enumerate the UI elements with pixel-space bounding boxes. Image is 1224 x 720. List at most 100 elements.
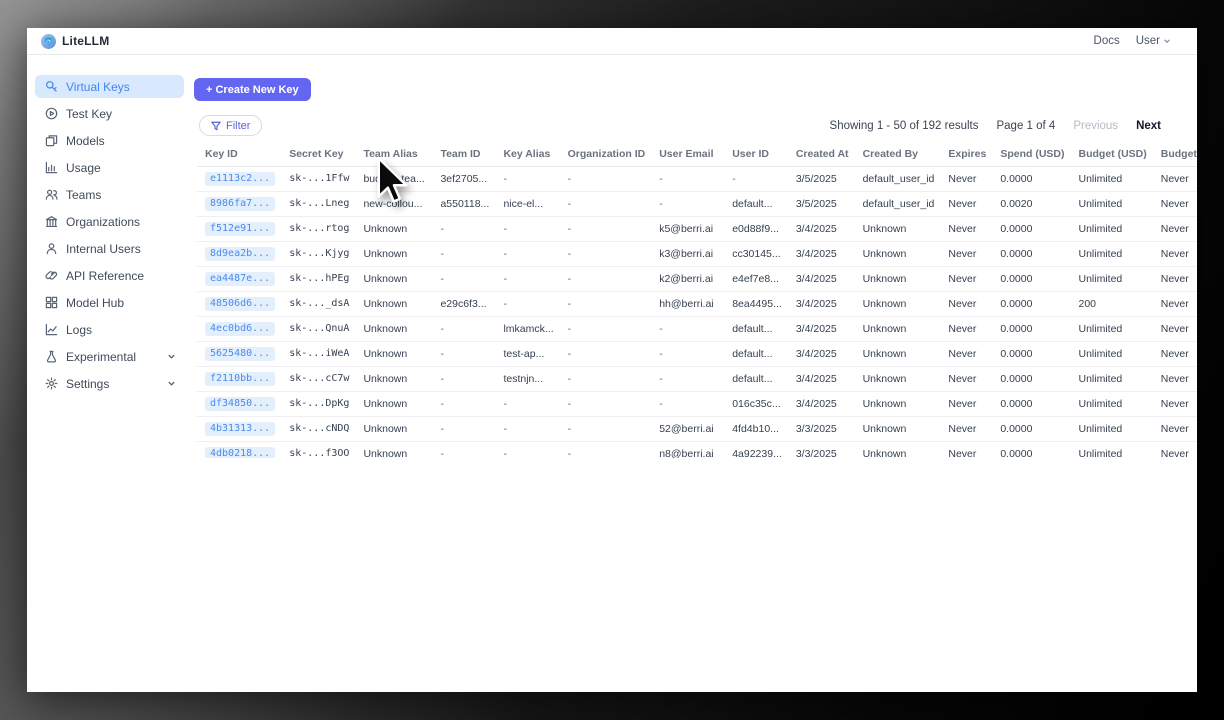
sidebar-item-internal-users[interactable]: Internal Users [35,237,184,260]
key-id-link[interactable]: df34850... [205,396,276,411]
key-id-link[interactable]: 48506d6... [205,296,276,311]
column-header-organization-id: Organization ID [559,146,652,167]
cell-user_id: 4fd4b10... [724,416,788,442]
cell-expires: Never [940,316,993,342]
cell-key_alias: nice-el... [495,191,560,217]
organizations-icon [45,215,58,228]
cell-spend: 0.0000 [992,166,1071,192]
table-row: 8d9ea2b... sk-...Kjyg Unknown - - - k3@berri.a… [197,241,1197,267]
table-row: f512e91... sk-...rtog Unknown - - - k5@berri.a… [197,216,1197,242]
table-row: 5625480... sk-...iWeA Unknown - test-ap... - -… [197,341,1197,367]
key-id-link[interactable]: f512e91... [205,221,276,236]
sidebar-item-logs[interactable]: Logs [35,318,184,341]
cell-key_alias: testnjn... [495,366,560,392]
cell-key_alias: - [495,266,560,292]
key-id-link[interactable]: e1113c2... [205,171,276,186]
cell-created_at: 3/4/2025 [787,241,855,267]
create-new-key-button[interactable]: + Create New Key [194,78,311,101]
cell-budget_reset: Never [1152,216,1197,242]
cell-created_by: default_user_id [854,166,941,192]
cell-user_email: - [651,366,725,392]
key-id-link[interactable]: 5625480... [205,346,276,361]
user-menu-label: User [1135,35,1160,47]
sidebar-item-settings[interactable]: Settings [35,372,184,395]
filter-button[interactable]: Filter [199,115,263,136]
sidebar-item-virtual-keys[interactable]: Virtual Keys [35,75,184,98]
previous-page-button[interactable]: Previous [1073,119,1119,132]
table-row: 4ec0bd6... sk-...QnuA Unknown - lmkamck... - -… [197,316,1197,342]
sidebar-item-organizations[interactable]: Organizations [35,210,184,233]
api-link-icon [45,269,58,282]
sidebar-item-test-key[interactable]: Test Key [35,102,184,125]
usage-chart-icon [45,161,58,174]
cell-organization_id: - [559,391,652,417]
cell-secret_key: sk-...1Ffw [281,166,356,192]
cell-team_alias: Unknown [355,216,433,242]
key-id-link[interactable]: 4ec0bd6... [205,321,276,336]
keys-table-container[interactable]: Key ID Secret Key Team Alias Team ID Key Ali… [197,146,1197,458]
cell-spend: 0.0000 [992,391,1071,417]
sidebar-item-models[interactable]: Models [35,129,184,152]
cell-key_id: f2110bb... [197,366,282,392]
key-id-link[interactable]: 8d9ea2b... [205,246,276,261]
sidebar-item-usage[interactable]: Usage [35,156,184,179]
cell-user_email: k2@berri.ai [651,266,725,292]
cell-user_id: default... [724,366,788,392]
cell-created_by: Unknown [854,366,941,392]
key-id-link[interactable]: 4b31313... [205,421,276,436]
page-indicator: Page 1 of 4 [996,119,1056,132]
sidebar-item-experimental[interactable]: Experimental [35,345,184,368]
brand: 🐬 LiteLLM [41,33,109,49]
key-id-link[interactable]: f2110bb... [205,371,276,386]
sidebar-item-model-hub[interactable]: Model Hub [35,291,184,314]
top-navbar: 🐬 LiteLLM Docs User [27,28,1197,55]
keys-table: Key ID Secret Key Team Alias Team ID Key Ali… [197,146,1197,458]
sidebar-item-label: Logs [66,322,93,337]
cell-team_id: a550118... [432,191,496,217]
cell-key_id: e1113c2... [197,166,282,192]
column-header-created-at: Created At [787,146,855,167]
user-menu[interactable]: User [1136,35,1171,47]
cell-secret_key: sk-...DpKg [281,391,356,417]
key-id-link[interactable]: 8986fa7... [205,196,276,211]
cell-created_at: 3/4/2025 [787,266,855,292]
key-icon [45,80,58,93]
cell-spend: 0.0000 [992,366,1071,392]
cell-team_id: 3ef2705... [432,166,496,192]
cell-spend: 0.0000 [992,441,1071,458]
docs-link[interactable]: Docs [1093,35,1120,47]
sidebar-item-label: Usage [66,160,101,175]
cell-budget_reset: Never [1152,266,1197,292]
column-header-created-by: Created By [854,146,941,167]
cell-user_email: n8@berri.ai [651,441,725,458]
cell-created_by: Unknown [854,416,941,442]
cell-user_id: 4a92239... [724,441,788,458]
cell-organization_id: - [559,266,652,292]
cell-key_alias: - [495,291,560,317]
cell-user_email: - [651,166,725,192]
cell-team_id: - [432,266,496,292]
cell-user_email: hh@berri.ai [651,291,725,317]
cell-user_email: k5@berri.ai [651,216,725,242]
sidebar-nav: Virtual Keys Test Key Models Usage Teams Orga… [27,55,192,692]
cell-team_id: - [432,241,496,267]
cell-organization_id: - [559,216,652,242]
cell-organization_id: - [559,366,652,392]
sidebar-item-api-reference[interactable]: API Reference [35,264,184,287]
column-header-team-alias: Team Alias [355,146,433,167]
sidebar-item-label: Experimental [66,349,137,364]
next-page-button[interactable]: Next [1136,119,1161,132]
key-id-link[interactable]: 4db0218... [205,446,276,458]
cell-user_id: default... [724,191,788,217]
cell-created_at: 3/4/2025 [787,391,855,417]
cell-key_id: 48506d6... [197,291,282,317]
cell-created_by: Unknown [854,266,941,292]
cell-organization_id: - [559,241,652,267]
sidebar-item-teams[interactable]: Teams [35,183,184,206]
column-header-user-id: User ID [724,146,788,167]
cell-expires: Never [940,191,993,217]
cell-created_by: Unknown [854,441,941,458]
key-id-link[interactable]: ea4487e... [205,271,276,286]
cell-team_alias: Unknown [355,241,433,267]
cell-secret_key: sk-..._dsA [281,291,356,317]
